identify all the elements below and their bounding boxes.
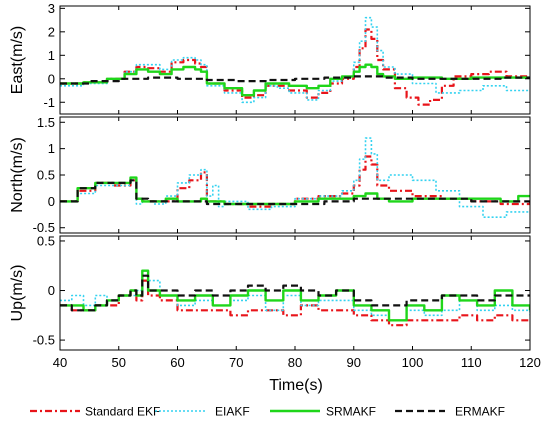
y-axis-label: Up(m/s) xyxy=(9,265,26,322)
series-group xyxy=(60,137,530,218)
panels: -10123East(m/s)-0.500.511.5North(m/s)-0.… xyxy=(9,1,531,351)
y-tick-label: -0.5 xyxy=(33,220,55,235)
legend-item-standard-ekf: Standard EKF xyxy=(30,405,160,419)
series-line-standard-ekf xyxy=(60,28,530,106)
series-line-standard-ekf xyxy=(60,279,530,327)
series-line-ermakf xyxy=(60,179,530,206)
series-group xyxy=(60,16,530,106)
y-tick-label: 1 xyxy=(48,141,55,156)
x-tick-label: 90 xyxy=(347,355,361,370)
panel-2: -0.5 0 0.5 1 1.5 North(m/s) xyxy=(9,115,531,235)
x-tick-label: 70 xyxy=(229,355,243,370)
y-tick-label: 1.5 xyxy=(37,115,55,130)
legend-label: EIAKF xyxy=(215,405,250,419)
y-tick-label: -1 xyxy=(43,95,55,110)
panel-frame xyxy=(59,116,531,234)
series-line-ermakf xyxy=(60,274,530,312)
y-tick-label: 0.5 xyxy=(37,168,55,183)
legend-item-srmakf: SRMAKF xyxy=(270,405,376,419)
x-tick-label: 40 xyxy=(53,355,67,370)
y-tick-label: 0 xyxy=(48,194,55,209)
x-tick-label: 120 xyxy=(519,355,541,370)
y-tick-label: 1 xyxy=(48,48,55,63)
y-tick-label: -0.5 xyxy=(33,333,55,348)
y-tick-label: 2 xyxy=(48,24,55,39)
x-tick-label: 110 xyxy=(461,355,482,370)
x-axis: 40 50 60 70 80 90 100 110 120 Time(s) xyxy=(53,355,541,394)
y-tick-label: 0.5 xyxy=(37,233,55,248)
series-group xyxy=(60,269,530,327)
panel-1: -1 0 1 2 3 East(m/s) xyxy=(9,1,531,115)
legend-label: SRMAKF xyxy=(326,405,376,419)
y-axis-label: East(m/s) xyxy=(9,26,26,94)
x-tick-label: 100 xyxy=(402,355,424,370)
y-tick-label: 0 xyxy=(48,283,55,298)
x-axis-label: Time(s) xyxy=(269,377,323,394)
panel-frame xyxy=(59,5,531,115)
series-line-eiakf xyxy=(60,16,530,104)
x-ticks: 40 50 60 70 80 90 100 110 120 xyxy=(53,355,541,370)
series-line-srmakf xyxy=(60,63,530,97)
legend: Standard EKF EIAKF SRMAKF ERMAKF xyxy=(30,405,505,419)
legend-item-eiakf: EIAKF xyxy=(155,405,250,419)
y-tick-label: 3 xyxy=(48,1,55,16)
y-tick-label: 0 xyxy=(48,71,55,86)
panel-3: -0.5 0 0.5 Up(m/s) xyxy=(9,233,531,351)
x-tick-label: 60 xyxy=(170,355,184,370)
x-tick-label: 50 xyxy=(112,355,126,370)
x-tick-label: 80 xyxy=(288,355,302,370)
y-axis-label: North(m/s) xyxy=(9,137,26,213)
legend-item-ermakf: ERMAKF xyxy=(395,405,505,419)
legend-label: ERMAKF xyxy=(455,405,505,419)
legend-label: Standard EKF xyxy=(85,405,160,419)
